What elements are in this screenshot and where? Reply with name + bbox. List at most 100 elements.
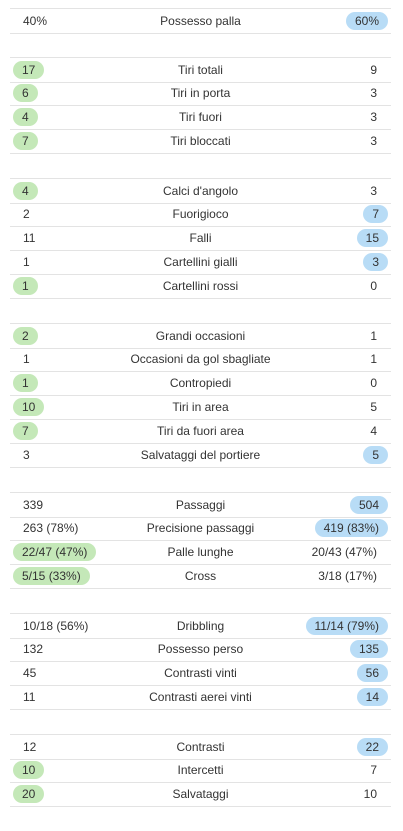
stat-row-contrasti-aerei-vinti: Contrasti aerei vinti 11 14: [10, 685, 391, 710]
stat-label: Salvataggi: [172, 787, 229, 801]
home-value: 263 (78%): [23, 521, 79, 535]
home-value: 12: [23, 740, 37, 754]
stat-row-possesso-palla: Possesso palla 40% 60%: [10, 8, 391, 34]
home-value: 20: [13, 785, 45, 803]
home-value: 2: [23, 207, 30, 221]
stat-label: Palle lunghe: [167, 545, 234, 559]
home-value: 339: [23, 498, 44, 512]
stat-label: Tiri bloccati: [170, 134, 231, 148]
stat-label: Cartellini rossi: [162, 279, 239, 293]
home-value: 40%: [23, 14, 48, 28]
away-value: 1: [370, 329, 377, 343]
home-value: 10: [13, 761, 45, 779]
stat-row-dribbling: Dribbling 10/18 (56%) 11/14 (79%): [10, 613, 391, 639]
stat-row-tiri-fuori: Tiri fuori 4 3: [10, 105, 391, 130]
stat-row-falli: Falli 11 15: [10, 226, 391, 251]
away-value: 14: [356, 688, 388, 706]
away-value: 3: [370, 134, 377, 148]
stat-row-calci-d-angolo: Calci d'angolo 4 3: [10, 178, 391, 204]
stat-label: Salvataggi del portiere: [140, 448, 261, 462]
stat-row-cartellini-rossi: Cartellini rossi 1 0: [10, 274, 391, 299]
stat-label: Tiri fuori: [179, 110, 222, 124]
home-value: 4: [13, 182, 38, 200]
home-value: 45: [23, 666, 37, 680]
stat-label: Passaggi: [175, 498, 226, 512]
stat-row-cartellini-gialli: Cartellini gialli 1 3: [10, 250, 391, 275]
away-value: 9: [370, 63, 377, 77]
home-value: 1: [13, 374, 38, 392]
stat-label: Grandi occasioni: [155, 329, 246, 343]
stat-label: Possesso palla: [160, 14, 241, 28]
away-value: 1: [370, 352, 377, 366]
away-value: 7: [370, 763, 377, 777]
stat-row-intercetti: Intercetti 10 7: [10, 758, 391, 783]
stat-row-occasioni-da-gol-sbagliate: Occasioni da gol sbagliate 1 1: [10, 347, 391, 372]
away-value: 3: [370, 110, 377, 124]
stat-row-passaggi: Passaggi 339 504: [10, 492, 391, 518]
stat-row-tiri-bloccati: Tiri bloccati 7 3: [10, 129, 391, 154]
stat-label: Occasioni da gol sbagliate: [130, 352, 271, 366]
away-value: 5: [363, 446, 388, 464]
stat-label: Tiri totali: [178, 63, 223, 77]
stat-row-possesso-perso: Possesso perso 132 135: [10, 637, 391, 662]
stat-label: Contrasti: [176, 740, 225, 754]
home-value: 6: [13, 84, 38, 102]
stat-label: Contropiedi: [169, 376, 232, 390]
stat-label: Cartellini gialli: [163, 255, 238, 269]
away-value: 3: [363, 253, 388, 271]
away-value: 60%: [345, 12, 388, 30]
home-value: 11: [23, 690, 36, 704]
away-value: 56: [356, 664, 388, 682]
stat-row-tiri-da-fuori-area: Tiri da fuori area 7 4: [10, 419, 391, 444]
home-value: 132: [23, 642, 44, 656]
away-value: 11/14 (79%): [305, 617, 388, 635]
home-value: 10/18 (56%): [23, 619, 89, 633]
stat-row-tiri-in-porta: Tiri in porta 6 3: [10, 81, 391, 106]
away-value: 22: [356, 738, 388, 756]
home-value: 22/47 (47%): [13, 543, 97, 561]
home-value: 17: [13, 61, 45, 79]
stat-label: Possesso perso: [157, 642, 244, 656]
away-value: 419 (83%): [314, 519, 388, 537]
stat-label: Cross: [184, 569, 217, 583]
home-value: 3: [23, 448, 30, 462]
stat-row-contrasti: Contrasti 12 22: [10, 734, 391, 760]
home-value: 2: [13, 327, 38, 345]
away-value: 3/18 (17%): [318, 569, 377, 583]
home-value: 5/15 (33%): [13, 567, 90, 585]
stat-label: Precisione passaggi: [146, 521, 255, 535]
away-value: 135: [349, 640, 388, 658]
stat-label: Dribbling: [176, 619, 225, 633]
stat-label: Contrasti aerei vinti: [149, 690, 252, 704]
home-value: 7: [13, 132, 38, 150]
away-value: 15: [356, 229, 388, 247]
stat-label: Calci d'angolo: [162, 184, 238, 198]
home-value: 10: [13, 398, 45, 416]
home-value: 1: [23, 255, 30, 269]
away-value: 3: [370, 86, 377, 100]
stat-row-contrasti-vinti: Contrasti vinti 45 56: [10, 661, 391, 686]
away-value: 5: [370, 400, 377, 414]
away-value: 20/43 (47%): [311, 545, 377, 559]
home-value: 11: [23, 231, 36, 245]
stat-row-salvataggi: Salvataggi 20 10: [10, 782, 391, 807]
away-value: 504: [349, 496, 388, 514]
stat-row-tiri-in-area: Tiri in area 10 5: [10, 395, 391, 420]
stat-row-tiri-totali: Tiri totali 17 9: [10, 57, 391, 83]
away-value: 0: [370, 376, 377, 390]
home-value: 7: [13, 422, 38, 440]
stat-row-grandi-occasioni: Grandi occasioni 2 1: [10, 323, 391, 349]
stat-label: Intercetti: [177, 763, 224, 777]
away-value: 3: [370, 184, 377, 198]
stat-label: Tiri in porta: [170, 86, 231, 100]
stat-row-cross: Cross 5/15 (33%) 3/18 (17%): [10, 564, 391, 589]
stat-label: Contrasti vinti: [164, 666, 237, 680]
stat-label: Falli: [189, 231, 212, 245]
away-value: 4: [370, 424, 377, 438]
home-value: 1: [13, 277, 38, 295]
stat-label: Tiri in area: [172, 400, 229, 414]
away-value: 7: [363, 205, 388, 223]
home-value: 1: [23, 352, 30, 366]
away-value: 10: [363, 787, 377, 801]
